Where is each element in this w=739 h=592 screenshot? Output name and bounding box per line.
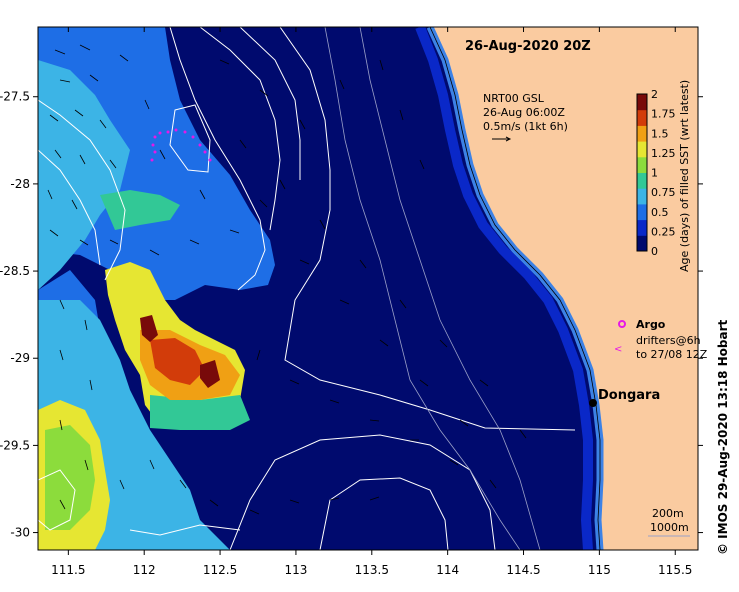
- drifter-label-2: to 27/08 12Z: [636, 348, 708, 361]
- place-dot: [589, 399, 597, 407]
- coastline: [429, 27, 601, 550]
- colorbar-swatch: [637, 156, 647, 173]
- sst-age-region-green-top: [100, 190, 180, 230]
- colorbar-tick-label: 1.25: [651, 147, 676, 160]
- place-label: Dongara: [598, 388, 660, 403]
- colorbar-swatch: [637, 219, 647, 236]
- x-tick-label: 113: [284, 563, 307, 577]
- map-area: [38, 27, 698, 550]
- current-vectors: [47, 44, 527, 515]
- colorbar-tick-label: 0.5: [651, 206, 669, 219]
- sst-age-region-green-sw: [45, 425, 95, 530]
- sst-age-region-cyan: [38, 60, 130, 290]
- colorbar-swatch: [637, 172, 647, 189]
- colorbar-swatch: [637, 125, 647, 142]
- colorbar-swatch: [637, 109, 647, 126]
- x-tick-label: 112.5: [203, 563, 237, 577]
- colorbar-swatch: [637, 235, 647, 252]
- current-scale-arrow: [492, 136, 512, 142]
- x-tick-label: 113.5: [355, 563, 389, 577]
- colorbar-tick-label: 0.75: [651, 186, 676, 199]
- sst-age-region-green-mid: [150, 395, 250, 430]
- current-legend-line-2: 26-Aug 06:00Z: [483, 106, 565, 119]
- argo-symbol: [618, 320, 626, 328]
- colorbar-frame: [636, 93, 648, 252]
- y-tick-label: -28.5: [0, 264, 30, 278]
- land-australia: [430, 27, 698, 550]
- x-tick-label: 115.5: [658, 563, 692, 577]
- colorbar-tick-label: 1.75: [651, 108, 676, 121]
- coastal-band: [415, 27, 593, 550]
- isobaths: [324, 27, 541, 550]
- colorbar-tick-label: 2: [651, 88, 658, 101]
- y-tick-label: -29: [10, 351, 30, 365]
- current-legend-line-3: 0.5m/s (1kt 6h): [483, 120, 568, 133]
- depth-legend: 200m 1000m: [648, 507, 690, 537]
- colorbar-tick-label: 0: [651, 245, 658, 258]
- x-tick-label: 114.5: [506, 563, 540, 577]
- x-tick-label: 115: [588, 563, 611, 577]
- drifter-label-1: drifters@6h: [636, 334, 701, 347]
- credit-text: © IMOS 29-Aug-2020 13:18 Hobart: [716, 319, 730, 555]
- colorbar-swatch: [637, 141, 647, 158]
- y-tick-label: -27.5: [0, 90, 30, 104]
- colorbar-swatch: [637, 188, 647, 205]
- colorbar-tick-label: 0.25: [651, 225, 676, 238]
- depth-legend-200m: 200m: [652, 507, 684, 520]
- colorbar: 2 1.75 1.5 1.25 1 0.75 0.5 0.25 0: [636, 88, 676, 258]
- y-axis: -27.5 -28 -28.5 -29 -29.5 -30: [0, 90, 703, 540]
- colorbar-swatch: [637, 203, 647, 221]
- sst-age-region-red: [150, 338, 205, 385]
- y-tick-label: -30: [10, 526, 30, 540]
- colorbar-tick-label: 1.5: [651, 127, 669, 140]
- map-title: 26-Aug-2020 20Z: [465, 39, 591, 54]
- sst-age-region-darkred: [140, 315, 220, 388]
- x-tick-label: 112: [133, 563, 156, 577]
- sst-age-region-blue: [38, 27, 275, 300]
- colorbar-tick-label: 1: [651, 167, 658, 180]
- drifter-track: [150, 128, 212, 162]
- drifter-legend: < drifters@6h to 27/08 12Z: [614, 334, 708, 361]
- argo-legend: Argo: [618, 318, 666, 331]
- x-tick-label: 114: [436, 563, 459, 577]
- colorbar-label: Age (days) of filled SST (wrt latest): [678, 80, 691, 272]
- argo-label: Argo: [636, 318, 666, 331]
- colorbar-swatch: [637, 94, 647, 111]
- place-marker-dongara: Dongara: [589, 388, 660, 407]
- x-tick-label: 111.5: [51, 563, 85, 577]
- y-tick-label: -29.5: [0, 438, 30, 452]
- y-tick-label: -28: [10, 177, 30, 191]
- sea-level-contours: [38, 27, 576, 550]
- drifter-symbol: <: [614, 344, 622, 355]
- map-frame: [37, 26, 699, 551]
- current-legend: NRT00 GSL 26-Aug 06:00Z 0.5m/s (1kt 6h): [483, 92, 568, 142]
- current-legend-line-1: NRT00 GSL: [483, 92, 545, 105]
- depth-legend-1000m: 1000m: [650, 521, 689, 534]
- x-axis: 111.5 112 112.5 113 113.5 114 114.5 115 115.5: [51, 27, 692, 577]
